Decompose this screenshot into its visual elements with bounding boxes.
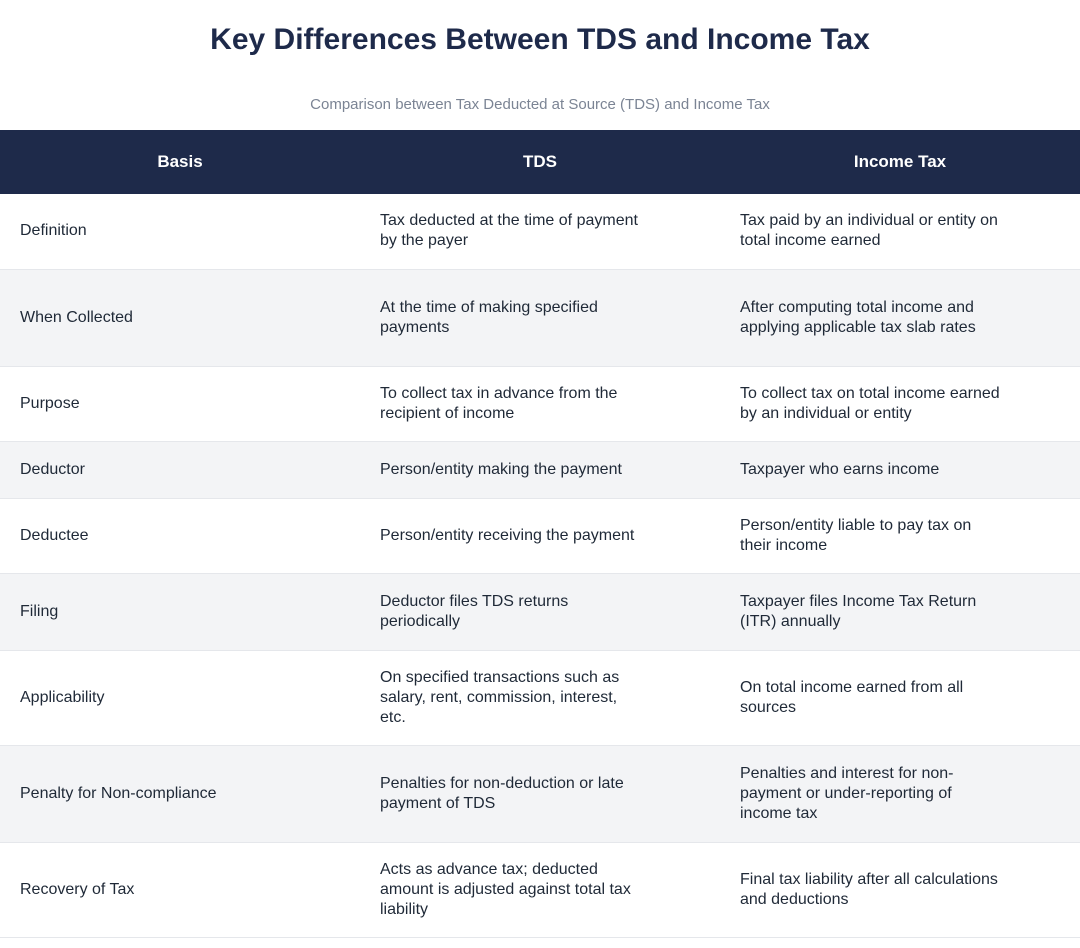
income-tax-cell: Tax paid by an individual or entity on t…: [720, 194, 1080, 270]
income-tax-cell: To collect tax on total income earned by…: [720, 366, 1080, 442]
tds-cell: Deductor files TDS returns periodically: [360, 573, 720, 651]
tds-cell: Penalties for non-deduction or late paym…: [360, 745, 720, 843]
tds-text: On specified transactions such as salary…: [380, 668, 620, 726]
table-header-row: Basis TDS Income Tax: [0, 130, 1080, 194]
tds-cell: To collect tax in advance from the recip…: [360, 366, 720, 442]
income-tax-cell: Penalties and interest for non-payment o…: [720, 745, 1080, 843]
basis-cell: When Collected: [0, 269, 360, 367]
tds-text: Tax deducted at the time of payment by t…: [380, 212, 638, 250]
comparison-table: Basis TDS Income Tax Definition Tax dedu…: [0, 130, 1080, 938]
table-row: Recovery of Tax Acts as advance tax; ded…: [0, 842, 1080, 938]
basis-text: Definition: [20, 222, 87, 240]
income-tax-text: Taxpayer files Income Tax Return (ITR) a…: [740, 592, 977, 630]
income-tax-text: Taxpayer who earns income: [740, 460, 940, 478]
income-tax-text: On total income earned from all sources: [740, 678, 964, 716]
tds-text: At the time of making specified payments: [380, 298, 598, 336]
basis-text: Deductor: [20, 460, 85, 478]
basis-text: Recovery of Tax: [20, 880, 135, 898]
tds-cell: Tax deducted at the time of payment by t…: [360, 194, 720, 270]
tds-cell: Acts as advance tax; deducted amount is …: [360, 842, 720, 938]
table-row: Purpose To collect tax in advance from t…: [0, 366, 1080, 442]
page-subtitle: Comparison between Tax Deducted at Sourc…: [310, 96, 770, 113]
income-tax-cell: Final tax liability after all calculatio…: [720, 842, 1080, 938]
tds-text: Person/entity making the payment: [380, 460, 622, 478]
basis-cell: Purpose: [0, 366, 360, 442]
table-row: Definition Tax deducted at the time of p…: [0, 194, 1080, 270]
basis-text: Deductee: [20, 526, 89, 544]
header-income-tax: Income Tax: [853, 152, 947, 171]
tds-cell: Person/entity receiving the payment: [360, 498, 720, 574]
income-tax-cell: After computing total income and applyin…: [720, 269, 1080, 367]
header-tds: TDS: [523, 152, 557, 171]
header-basis: Basis: [157, 152, 203, 171]
income-tax-cell: Taxpayer who earns income: [720, 441, 1080, 499]
table-row: Deductor Person/entity making the paymen…: [0, 441, 1080, 499]
income-tax-text: Person/entity liable to pay tax on their…: [740, 516, 972, 554]
basis-cell: Recovery of Tax: [0, 842, 360, 938]
table-row: Filing Deductor files TDS returns period…: [0, 573, 1080, 651]
tds-text: Acts as advance tax; deducted amount is …: [380, 860, 631, 918]
income-tax-text: Final tax liability after all calculatio…: [740, 870, 998, 908]
tds-cell: At the time of making specified payments: [360, 269, 720, 367]
basis-cell: Penalty for Non-compliance: [0, 745, 360, 843]
table-row: When Collected At the time of making spe…: [0, 269, 1080, 367]
basis-cell: Applicability: [0, 650, 360, 746]
basis-text: Purpose: [20, 394, 80, 412]
basis-cell: Filing: [0, 573, 360, 651]
basis-text: When Collected: [20, 308, 133, 326]
basis-cell: Deductee: [0, 498, 360, 574]
income-tax-text: To collect tax on total income earned by…: [740, 384, 1000, 422]
tds-text: Person/entity receiving the payment: [380, 526, 635, 544]
tds-text: To collect tax in advance from the recip…: [380, 384, 618, 422]
tds-text: Deductor files TDS returns periodically: [380, 592, 569, 630]
tds-text: Penalties for non-deduction or late paym…: [380, 774, 624, 812]
income-tax-cell: On total income earned from all sources: [720, 650, 1080, 746]
table-row: Penalty for Non-compliance Penalties for…: [0, 745, 1080, 843]
income-tax-text: Tax paid by an individual or entity on t…: [740, 212, 998, 250]
basis-text: Penalty for Non-compliance: [20, 784, 217, 802]
page-title: Key Differences Between TDS and Income T…: [210, 23, 870, 56]
basis-text: Applicability: [20, 688, 105, 706]
basis-cell: Deductor: [0, 441, 360, 499]
income-tax-cell: Person/entity liable to pay tax on their…: [720, 498, 1080, 574]
table-row: Applicability On specified transactions …: [0, 650, 1080, 746]
income-tax-text: After computing total income and applyin…: [740, 298, 976, 336]
basis-text: Filing: [20, 602, 59, 620]
basis-cell: Definition: [0, 194, 360, 270]
income-tax-cell: Taxpayer files Income Tax Return (ITR) a…: [720, 573, 1080, 651]
tds-cell: Person/entity making the payment: [360, 441, 720, 499]
table-row: Deductee Person/entity receiving the pay…: [0, 498, 1080, 574]
income-tax-text: Penalties and interest for non-payment o…: [740, 764, 954, 822]
tds-cell: On specified transactions such as salary…: [360, 650, 720, 746]
